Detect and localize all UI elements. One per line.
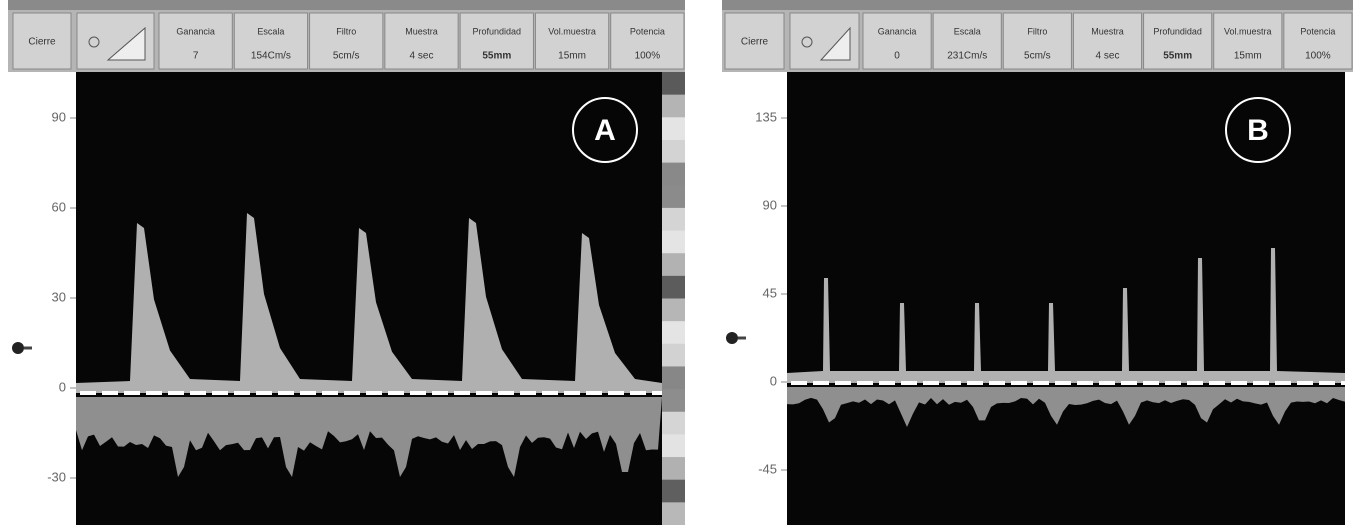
button-value: 55mm [482,51,511,62]
title-strip [8,0,685,10]
button-value: 4 sec [410,51,434,62]
gray-scale-bar [662,457,685,481]
button-value: 154Cm/s [251,51,291,62]
gray-scale-bar [662,412,685,436]
y-tick-label: 90 [763,197,777,212]
y-tick-label: -45 [758,461,777,476]
button-title: Vol.muestra [548,26,596,36]
y-tick-label: 30 [52,289,66,304]
button-value: 100% [1305,51,1331,62]
y-tick-label: 45 [763,285,777,300]
button-value: 231Cm/s [947,51,987,62]
panel-label: B [1247,114,1269,147]
button-value: 100% [635,51,661,62]
gray-scale-bar [662,389,685,413]
gray-scale-bar [662,208,685,232]
button-value: 7 [193,51,199,62]
gray-scale-bar [662,117,685,141]
button-value: 15mm [558,51,586,62]
button-value: 55mm [1163,51,1192,62]
probe-marker [726,332,738,344]
button-value: 0 [894,51,900,62]
gray-scale-bar [662,72,685,96]
title-strip [722,0,1353,10]
gray-scale-bar [662,185,685,209]
button-label: Cierre [741,37,769,48]
y-tick-label: 0 [59,379,66,394]
y-tick-label: -30 [47,469,66,484]
button-value: 5cm/s [1024,51,1051,62]
button-title: Ganancia [878,26,917,36]
gray-scale-bar [662,299,685,323]
button-title: Profundidad [1153,26,1202,36]
probe-marker [12,342,24,354]
button-value: 5cm/s [333,51,360,62]
gray-scale-bar [662,502,685,525]
y-tick-label: 60 [52,199,66,214]
gray-scale-bar [662,344,685,368]
button-label: Cierre [28,37,56,48]
button-title: Potencia [1300,26,1335,36]
y-tick-label: 135 [755,109,777,124]
button-title: Escala [954,26,981,36]
gray-scale-bar [662,95,685,119]
panel-label: A [594,114,616,147]
gray-scale-bar [662,140,685,164]
y-tick-label: 0 [770,373,777,388]
gray-scale-bar [662,163,685,187]
gray-scale-bar [662,434,685,458]
button-title: Escala [257,26,284,36]
button-title: Muestra [405,26,438,36]
button-value: 15mm [1234,51,1262,62]
gray-scale-bar [662,366,685,390]
button-value: 4 sec [1096,51,1120,62]
gray-scale-bar [662,253,685,277]
gray-scale-bar [662,276,685,300]
gray-scale-bar [662,480,685,504]
gray-scale-bar [662,321,685,345]
panel: Cierre Ganancia 7 Escala 154Cm/s Filtro 5cm/s M… [8,0,685,525]
button-title: Ganancia [176,26,215,36]
button-title: Filtro [1027,26,1047,36]
button-title: Profundidad [473,26,522,36]
button-title: Muestra [1091,26,1124,36]
screenshot: Cierre Ganancia 7 Escala 154Cm/s Filtro 5cm/s M… [0,0,1353,525]
button-title: Vol.muestra [1224,26,1272,36]
button-title: Filtro [336,26,356,36]
button-title: Potencia [630,26,665,36]
panel: Cierre Ganancia 0 Escala 231Cm/s Filtro 5cm/s M… [722,0,1353,525]
gray-scale-bar [662,231,685,255]
y-tick-label: 90 [52,109,66,124]
